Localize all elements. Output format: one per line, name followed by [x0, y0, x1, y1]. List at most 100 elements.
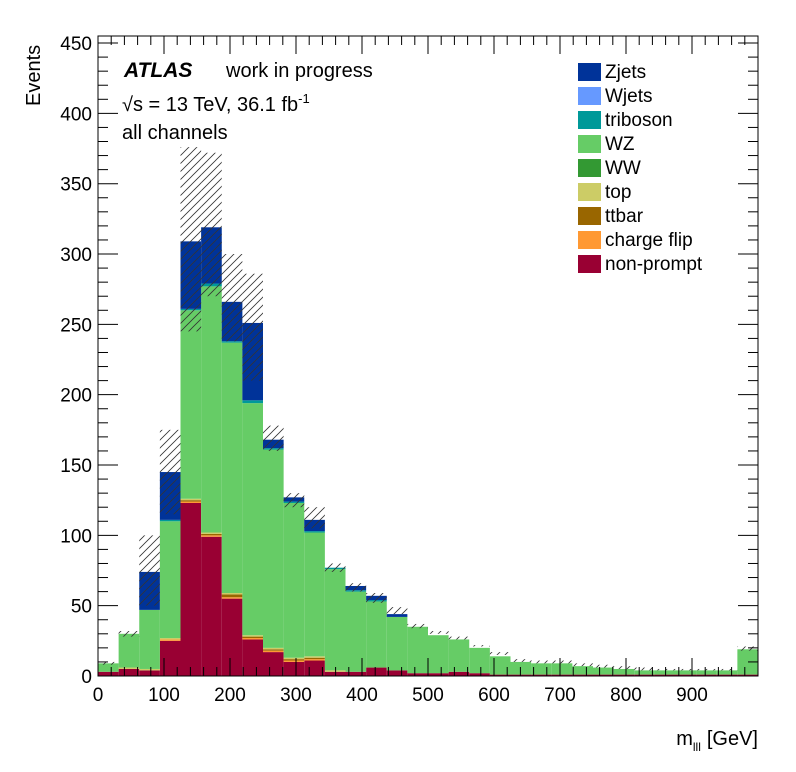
- legend-swatch-top: [578, 183, 601, 201]
- legend-label-non-prompt: non-prompt: [605, 254, 703, 275]
- bar-WZ-bin-16: [428, 635, 449, 674]
- bar-non-prompt-bin-17: [448, 671, 470, 676]
- uncertainty-bin-21: [531, 660, 552, 664]
- bar-WZ-bin-22: [551, 663, 573, 675]
- bar-ttbar-bin-4: [180, 500, 202, 502]
- bar-non-prompt-bin-5: [201, 536, 222, 676]
- bar-WZ-bin-10: [304, 532, 325, 657]
- atlas-label: ATLAS: [123, 59, 192, 82]
- legend-swatch-charge-flip: [578, 231, 601, 249]
- bar-charge-flip-bin-7: [242, 638, 263, 640]
- bar-ttbar-bin-8: [263, 649, 284, 651]
- uncertainty-bin-14: [386, 607, 408, 615]
- legend-swatch-ttbar: [578, 207, 601, 225]
- uncertainty-bin-12: [345, 583, 367, 592]
- y-tick-label: 100: [60, 526, 92, 547]
- legend-swatch-Wjets: [578, 87, 601, 105]
- uncertainty-bin-26: [634, 667, 655, 671]
- bar-top-bin-10: [304, 656, 325, 658]
- y-tick-label: 50: [71, 597, 92, 618]
- uncertainty-bin-4: [180, 147, 202, 332]
- bar-non-prompt-bin-18: [469, 673, 490, 676]
- x-tick-label: 200: [214, 685, 246, 706]
- uncertainty-bin-15: [407, 623, 428, 629]
- bar-WZ-bin-21: [531, 663, 552, 675]
- bar-WZ-bin-4: [180, 310, 202, 499]
- bar-top-bin-7: [242, 635, 263, 637]
- uncertainty-bin-9: [283, 493, 305, 508]
- bar-WZ-bin-9: [283, 502, 305, 658]
- uncertainty-bin-23: [572, 663, 593, 667]
- bar-charge-flip-bin-6: [221, 597, 243, 599]
- bar-non-prompt-bin-2: [139, 670, 160, 676]
- x-tick-label: 100: [148, 685, 180, 706]
- uncertainty-bin-5: [201, 152, 222, 297]
- bar-non-prompt-bin-25: [613, 674, 635, 676]
- bar-ttbar-bin-9: [283, 659, 305, 661]
- channels-label: all channels: [122, 122, 228, 144]
- y-tick-label: 300: [60, 245, 92, 266]
- y-tick-label: 350: [60, 175, 92, 196]
- bar-non-prompt-bin-1: [118, 668, 140, 676]
- bar-top-bin-4: [180, 498, 202, 501]
- uncertainty-bin-1: [118, 630, 140, 637]
- bar-top-bin-5: [201, 532, 222, 534]
- y-axis-label: Events: [23, 45, 45, 106]
- uncertainty-bin-30: [716, 668, 738, 671]
- bar-triboson-bin-10: [304, 531, 325, 533]
- uncertainty-bin-13: [366, 593, 387, 603]
- bar-non-prompt-bin-0: [98, 671, 119, 676]
- bar-WZ-bin-15: [407, 626, 428, 674]
- bar-non-prompt-bin-3: [159, 640, 181, 676]
- bar-top-bin-6: [221, 593, 243, 595]
- bar-triboson-bin-3: [159, 519, 181, 522]
- bar-charge-flip-bin-3: [159, 639, 181, 641]
- x-tick-label: 700: [544, 685, 576, 706]
- bar-ttbar-bin-5: [201, 533, 222, 536]
- bar-WZ-bin-1: [118, 633, 140, 668]
- uncertainty-bin-25: [613, 666, 635, 669]
- bar-WZ-bin-3: [159, 521, 181, 639]
- bar-WZ-bin-17: [448, 639, 470, 672]
- legend-label-charge-flip: charge flip: [605, 230, 693, 251]
- legend-swatch-non-prompt: [578, 255, 601, 273]
- bar-WZ-bin-30: [716, 670, 738, 675]
- uncertainty-bin-19: [489, 652, 511, 655]
- bar-charge-flip-bin-9: [283, 660, 305, 662]
- bar-top-bin-1: [118, 667, 140, 669]
- x-axis-label-unit: [GeV]: [707, 728, 758, 750]
- legend-label-Wjets: Wjets: [605, 86, 653, 107]
- bar-non-prompt-bin-4: [180, 502, 202, 676]
- bar-WZ-bin-5: [201, 286, 222, 533]
- bar-WZ-bin-6: [221, 342, 243, 594]
- bar-charge-flip-bin-10: [304, 659, 325, 661]
- bar-WZ-bin-0: [98, 663, 119, 672]
- legend-label-triboson: triboson: [605, 110, 673, 131]
- bar-non-prompt-bin-26: [634, 674, 655, 676]
- bar-WZ-bin-8: [263, 449, 284, 648]
- bar-non-prompt-bin-29: [696, 674, 717, 676]
- legend-swatch-Zjets: [578, 63, 601, 81]
- bar-WZ-bin-28: [675, 670, 697, 675]
- legend-swatch-WW: [578, 159, 601, 177]
- uncertainty-bin-20: [510, 659, 532, 662]
- uncertainty-bin-3: [159, 429, 181, 515]
- legend-swatch-WZ: [578, 135, 601, 153]
- bar-non-prompt-bin-6: [221, 598, 243, 676]
- bar-non-prompt-bin-28: [675, 674, 697, 676]
- bar-non-prompt-bin-13: [366, 667, 387, 676]
- bar-WZ-bin-7: [242, 403, 263, 636]
- bar-top-bin-8: [263, 647, 284, 650]
- x-axis-label: mlll [GeV]: [676, 728, 758, 754]
- bar-WZ-bin-2: [139, 609, 160, 669]
- legend-label-WW: WW: [605, 158, 641, 179]
- bar-top-bin-3: [159, 638, 181, 640]
- bar-non-prompt-bin-16: [428, 673, 449, 676]
- bar-top-bin-9: [283, 657, 305, 660]
- legend-label-Zjets: Zjets: [605, 62, 646, 83]
- x-tick-label: 400: [346, 685, 378, 706]
- lumi-exponent: -1: [298, 91, 310, 106]
- uncertainty-bin-17: [448, 636, 470, 640]
- sqrt-s: √s: [122, 94, 143, 116]
